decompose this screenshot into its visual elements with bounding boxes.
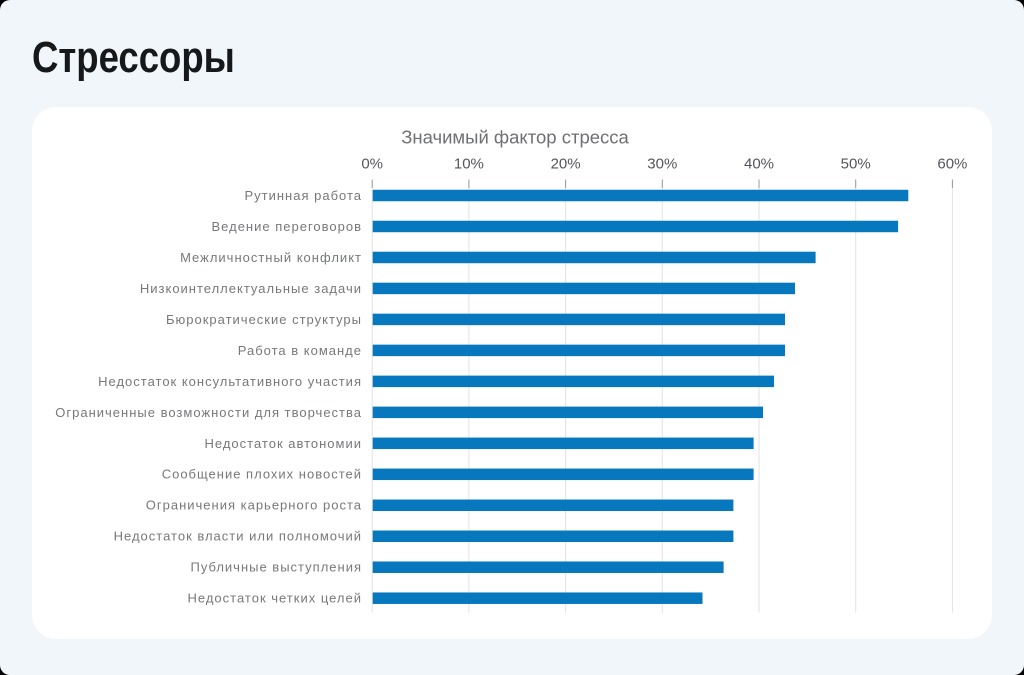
svg-text:60%: 60% xyxy=(937,156,967,173)
svg-text:10%: 10% xyxy=(454,156,484,173)
svg-text:50%: 50% xyxy=(841,156,871,173)
svg-text:40%: 40% xyxy=(744,156,774,173)
svg-text:Недостаток четких целей: Недостаток четких целей xyxy=(188,591,363,606)
svg-text:Ведение переговоров: Ведение переговоров xyxy=(212,219,363,234)
svg-text:Межличностный конфликт: Межличностный конфликт xyxy=(180,250,362,265)
svg-text:Недостаток власти или полномоч: Недостаток власти или полномочий xyxy=(114,529,362,544)
svg-text:Ограничения карьерного роста: Ограничения карьерного роста xyxy=(146,498,362,513)
svg-text:Работа в команде: Работа в команде xyxy=(238,343,362,358)
svg-text:Сообщение плохих новостей: Сообщение плохих новостей xyxy=(162,467,362,482)
svg-text:0%: 0% xyxy=(361,156,383,173)
svg-text:Рутинная работа: Рутинная работа xyxy=(244,188,362,203)
svg-text:Недостаток консультативного уч: Недостаток консультативного участия xyxy=(98,374,362,389)
svg-text:Бюрократические структуры: Бюрократические структуры xyxy=(166,312,362,327)
svg-text:30%: 30% xyxy=(647,156,677,173)
svg-text:Ограниченные возможности для т: Ограниченные возможности для творчества xyxy=(55,405,362,420)
svg-text:20%: 20% xyxy=(551,156,581,173)
svg-text:Недостаток автономии: Недостаток автономии xyxy=(205,436,363,451)
svg-text:Публичные выступления: Публичные выступления xyxy=(190,560,362,575)
svg-text:Значимый фактор стресса: Значимый фактор стресса xyxy=(401,126,629,147)
svg-text:Низкоинтеллектуальные задачи: Низкоинтеллектуальные задачи xyxy=(140,281,362,296)
